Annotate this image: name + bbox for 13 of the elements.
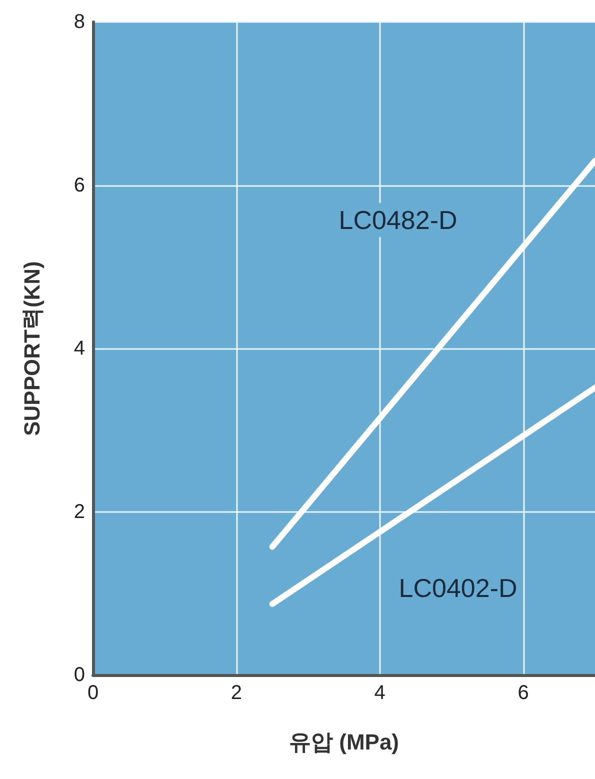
y-tick-label: 0 [74,664,85,686]
x-tick-label: 2 [230,682,242,704]
y-tick-label: 4 [74,338,85,360]
y-tick-label: 8 [74,11,85,33]
x-tick-label: 0 [87,682,99,704]
x-axis-title: 유압 (MPa) [289,730,399,754]
y-tick-label: 6 [74,174,85,196]
y-axis-title: SUPPORT력(KN) [20,261,44,436]
text: LC0482-D [338,205,458,235]
x-tick-label: 6 [518,682,529,704]
series-label: LC0402-D [398,573,518,603]
x-tick-label: 4 [374,682,386,704]
y-tick-label: 2 [74,500,85,523]
